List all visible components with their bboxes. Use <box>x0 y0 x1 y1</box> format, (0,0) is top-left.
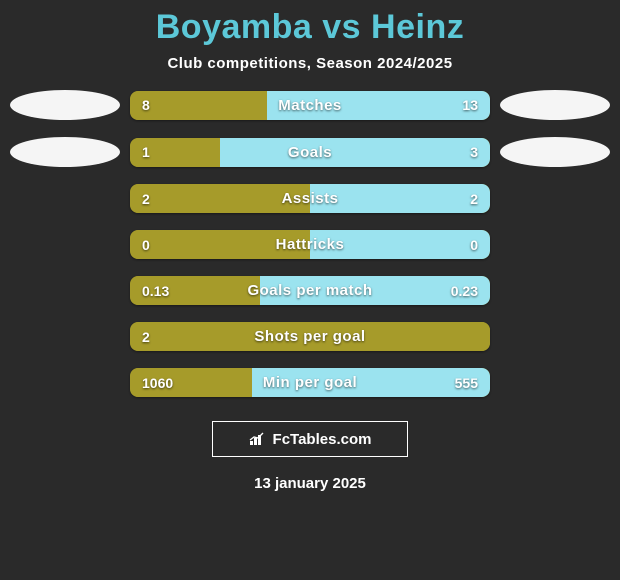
brand-text: FcTables.com <box>273 431 372 448</box>
player2-badge <box>500 90 610 120</box>
title-vs: vs <box>322 8 361 46</box>
stat-bar: Min per goal1060555 <box>130 368 490 397</box>
stat-row: Assists22 <box>0 184 620 213</box>
stat-bar: Goals13 <box>130 138 490 167</box>
bar-right-fill <box>260 276 490 305</box>
title-player2: Heinz <box>371 8 464 46</box>
bar-right-fill <box>267 91 490 120</box>
bar-right-fill <box>310 230 490 259</box>
stat-row: Hattricks00 <box>0 230 620 259</box>
stat-rows: Matches813 Goals13 Assists22 Hattricks00 Goa… <box>0 90 620 397</box>
stat-row: Goals13 <box>0 137 620 167</box>
stat-bar: Shots per goal2 <box>130 322 490 351</box>
stat-row: Goals per match0.130.23 <box>0 276 620 305</box>
bar-right-fill <box>252 368 490 397</box>
stat-bar: Hattricks00 <box>130 230 490 259</box>
bar-left-fill <box>130 138 220 167</box>
bar-left-fill <box>130 322 490 351</box>
bar-right-fill <box>220 138 490 167</box>
subtitle: Club competitions, Season 2024/2025 <box>167 55 452 72</box>
bar-left-fill <box>130 368 252 397</box>
stat-bar: Assists22 <box>130 184 490 213</box>
bar-left-fill <box>130 184 310 213</box>
chart-icon <box>249 432 267 446</box>
bar-left-fill <box>130 91 267 120</box>
title-player1: Boyamba <box>156 8 313 46</box>
bar-left-fill <box>130 276 260 305</box>
stat-row: Shots per goal2 <box>0 322 620 351</box>
player1-badge <box>10 137 120 167</box>
comparison-card: Boyamba vs Heinz Club competitions, Seas… <box>0 0 620 580</box>
player1-badge <box>10 90 120 120</box>
stat-bar: Matches813 <box>130 91 490 120</box>
date: 13 january 2025 <box>254 475 366 492</box>
stat-row: Matches813 <box>0 90 620 120</box>
bar-right-fill <box>310 184 490 213</box>
player2-badge <box>500 137 610 167</box>
page-title: Boyamba vs Heinz <box>156 8 464 47</box>
stat-bar: Goals per match0.130.23 <box>130 276 490 305</box>
brand-box[interactable]: FcTables.com <box>212 421 408 457</box>
bar-left-fill <box>130 230 310 259</box>
stat-row: Min per goal1060555 <box>0 368 620 397</box>
